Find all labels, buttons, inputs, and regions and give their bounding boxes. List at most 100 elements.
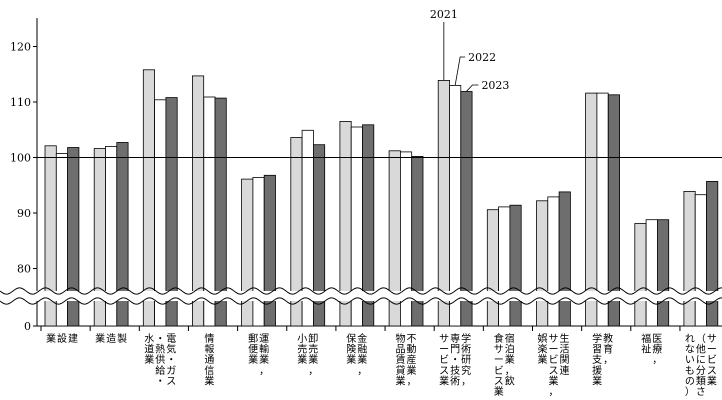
- category-label-char: ビ: [707, 354, 717, 366]
- category-label-char: 郵: [248, 333, 258, 345]
- category-label-char: ，: [505, 366, 515, 377]
- category-label-char: 業: [95, 332, 105, 345]
- category-label-char: 業: [538, 353, 548, 366]
- series-label-2022: 2022: [468, 51, 496, 64]
- category-label-char: の: [685, 376, 695, 387]
- category-label-char: ）: [685, 386, 695, 396]
- bar-2022-13: [694, 194, 707, 327]
- category-label-char: 賃: [396, 353, 406, 366]
- category-label-char: 業: [505, 353, 515, 366]
- category-label-0: 建設業: [46, 332, 78, 345]
- category-label-char: 便: [248, 343, 258, 356]
- category-label-char: 術: [461, 343, 471, 356]
- category-label-char: 他: [696, 343, 706, 356]
- category-label-1: 製造業: [95, 332, 127, 345]
- category-label-char: サ: [707, 333, 717, 345]
- category-label-char: 生: [560, 332, 570, 345]
- category-label-char: 電: [166, 333, 176, 345]
- category-label-char: 業: [308, 353, 318, 366]
- bar-2022-4: [252, 177, 265, 327]
- category-label-char: 業: [549, 374, 559, 387]
- category-label-4: 運輸業， 郵便業: [248, 333, 269, 377]
- category-label-char: に: [696, 354, 706, 366]
- bar-2023-12: [657, 219, 670, 327]
- bar-2021-10: [536, 200, 549, 327]
- category-label-char: 学: [592, 332, 602, 345]
- category-label-char: 業: [346, 353, 356, 366]
- category-label-char: 医: [652, 333, 662, 345]
- category-label-char: 業: [204, 374, 214, 387]
- category-label-char: ビ: [549, 354, 559, 366]
- category-label-char: 宿: [505, 332, 515, 345]
- category-label-char: ，: [308, 366, 318, 377]
- category-label-char: 関: [560, 354, 570, 366]
- category-label-char: も: [685, 365, 695, 377]
- category-label-char: 分: [696, 365, 706, 377]
- category-label-char: 物: [396, 332, 406, 345]
- bar-2021-9: [486, 209, 499, 327]
- category-label-char: ー: [549, 345, 559, 356]
- category-label-char: 売: [297, 343, 307, 356]
- y-tick-label: 90: [17, 207, 31, 220]
- category-label-char: 業: [407, 364, 417, 377]
- category-label-char: 保: [346, 332, 356, 345]
- category-label-char: 研: [461, 354, 471, 366]
- category-label-char: 卸: [308, 332, 318, 345]
- series-label-2023: 2023: [481, 79, 509, 92]
- bar-2023-3: [214, 97, 227, 327]
- category-label-char: 金: [357, 332, 367, 345]
- category-label-char: ，: [603, 355, 613, 366]
- y-tick-label: 110: [10, 96, 31, 109]
- category-label-char: ス: [439, 366, 449, 377]
- category-label-char: 祉: [641, 344, 651, 356]
- bar-2022-10: [547, 196, 560, 327]
- category-label-char: ガ: [166, 365, 176, 377]
- y-tick-label: 80: [17, 263, 31, 276]
- category-label-char: ー: [494, 355, 504, 366]
- category-label-char: 業: [707, 374, 717, 387]
- bar-2023-6: [362, 124, 375, 327]
- category-label-char: 活: [560, 344, 570, 356]
- category-label-char: 泊: [505, 344, 515, 356]
- category-label-char: 飲: [505, 374, 515, 387]
- category-label-char: 福: [641, 332, 651, 345]
- category-label-char: ・: [166, 355, 176, 366]
- category-label-char: 融: [357, 344, 367, 356]
- category-label-char: ー: [707, 345, 717, 356]
- category-label-char: ビ: [494, 365, 504, 377]
- category-label-char: （: [696, 333, 706, 345]
- category-label-char: ・: [155, 376, 165, 387]
- series-label-2021: 2021: [430, 8, 458, 21]
- bar-2023-1: [116, 142, 129, 327]
- category-label-12: 医療，福祉: [641, 332, 662, 366]
- category-label-char: 療: [652, 343, 662, 356]
- bar-2023-13: [706, 180, 719, 327]
- callout-line-2023: [466, 84, 479, 92]
- category-label-char: 給: [155, 364, 165, 377]
- category-label-char: ，: [357, 366, 367, 377]
- bar-2022-9: [498, 206, 511, 327]
- y-tick-label: 0: [24, 320, 31, 333]
- callout-line-2022: [454, 56, 466, 86]
- category-label-char: ス: [166, 376, 176, 387]
- category-label-char: 業: [46, 332, 56, 345]
- bar-2023-2: [165, 97, 178, 327]
- axis-break-band: [0, 291, 722, 301]
- bar-2022-8: [449, 85, 462, 327]
- bar-2023-11: [607, 94, 620, 327]
- category-label-char: 険: [346, 344, 356, 356]
- category-label-char: な: [685, 344, 695, 356]
- category-label-char: ス: [549, 366, 559, 377]
- bar-2023-7: [411, 155, 424, 327]
- category-label-char: ，: [407, 376, 417, 387]
- category-label-char: 術: [450, 374, 460, 387]
- bar-2021-13: [683, 190, 696, 327]
- category-label-char: ス: [494, 376, 504, 387]
- category-label-char: 道: [144, 343, 154, 356]
